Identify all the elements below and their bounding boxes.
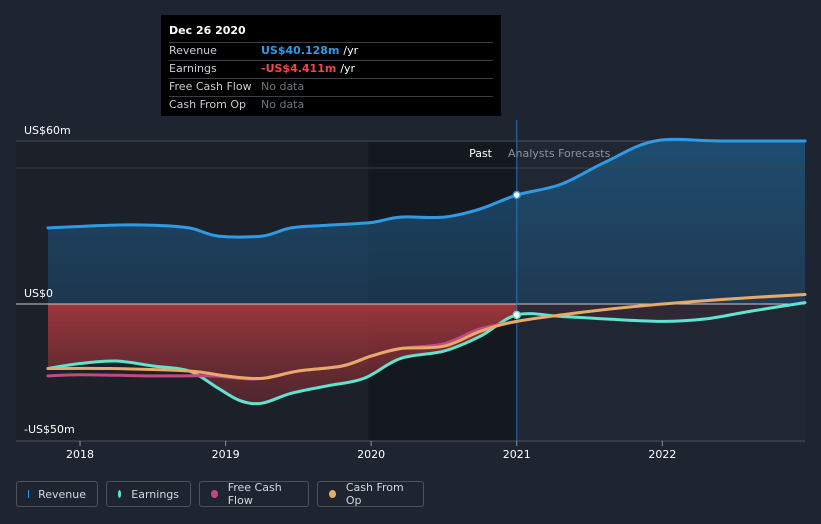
earnings-area (48, 304, 517, 404)
legend-label: Earnings (131, 487, 179, 501)
y-axis-label-top: US$60m (24, 124, 71, 137)
legend-item-cash-from-op[interactable]: Cash From Op (317, 481, 424, 507)
legend-dot-icon (211, 490, 218, 498)
tooltip-value: No data (261, 80, 305, 93)
tooltip-value: No data (261, 98, 305, 111)
tooltip-row-revenue: Revenue US$40.128m /yr (169, 42, 493, 60)
x-tick-label: 2022 (648, 448, 676, 461)
series-line-revenue (46, 137, 807, 239)
tooltip-date: Dec 26 2020 (169, 24, 246, 37)
legend-label: Cash From Op (345, 481, 404, 507)
legend-dot-icon (329, 490, 336, 498)
tooltip-row-fcf: Free Cash Flow No data (169, 78, 493, 96)
past-label: Past (469, 147, 493, 160)
revenue-area (48, 139, 805, 304)
x-tick-label: 2018 (66, 448, 94, 461)
legend-label: Free Cash Flow (227, 481, 282, 507)
series-line-cash-from-op (46, 293, 807, 381)
legend-label: Revenue (38, 487, 86, 501)
x-tick-label: 2020 (357, 448, 385, 461)
legend: Revenue Earnings Free Cash Flow Cash Fro… (16, 481, 424, 509)
tooltip-value: US$40.128m (261, 44, 340, 57)
tooltip-unit: /yr (343, 44, 359, 57)
tooltip-row-earnings: Earnings -US$4.411m /yr (169, 60, 493, 78)
tooltip-label: Free Cash Flow (169, 80, 252, 93)
legend-item-revenue[interactable]: Revenue (16, 481, 98, 507)
x-tick-label: 2019 (212, 448, 240, 461)
marker-revenue (512, 190, 522, 200)
tooltip-row-cfo: Cash From Op No data (169, 96, 493, 114)
legend-dot-icon (118, 490, 122, 498)
tooltip-label: Cash From Op (169, 98, 247, 111)
tooltip-unit: /yr (340, 62, 356, 75)
marker-earnings (512, 310, 522, 320)
forecast-label: Analysts Forecasts (508, 147, 611, 160)
series-line-earnings (46, 301, 807, 406)
y-axis-label-zero: US$0 (24, 287, 53, 300)
x-tick-label: 2021 (503, 448, 531, 461)
legend-item-free-cash-flow[interactable]: Free Cash Flow (199, 481, 309, 507)
tooltip: Dec 26 2020 Revenue US$40.128m /yr Earni… (161, 15, 501, 116)
y-axis-label-bottom: -US$50m (24, 423, 75, 436)
tooltip-label: Revenue (169, 44, 217, 57)
tooltip-value: -US$4.411m (261, 62, 337, 75)
legend-item-earnings[interactable]: Earnings (106, 481, 191, 507)
tooltip-label: Earnings (169, 62, 217, 75)
